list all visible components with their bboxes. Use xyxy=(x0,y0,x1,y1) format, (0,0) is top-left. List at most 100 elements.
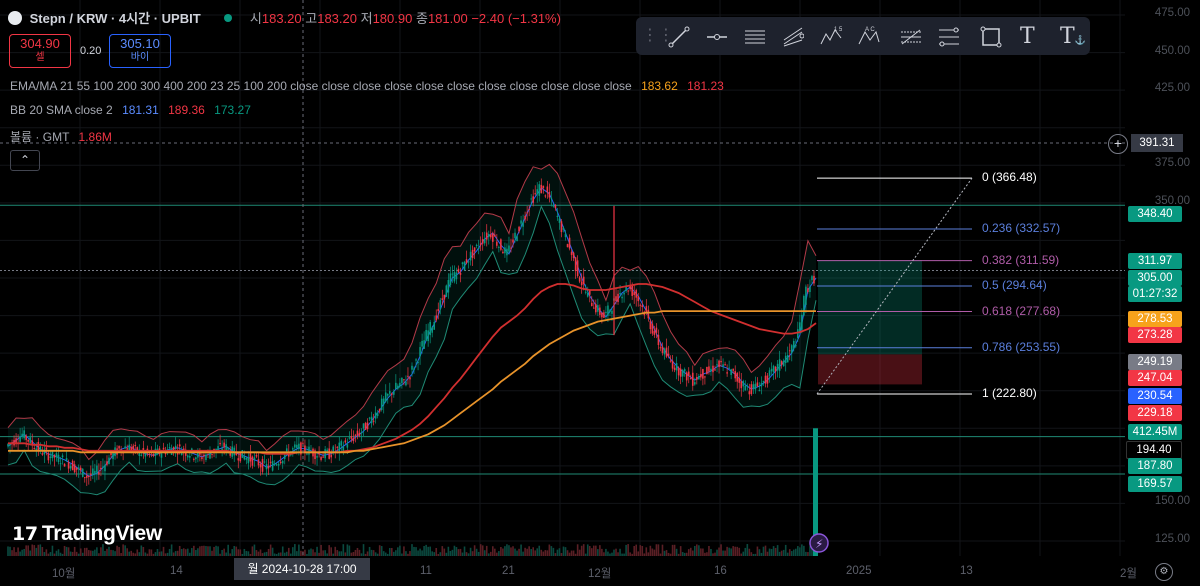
volume-bar xyxy=(403,546,405,556)
volume-bar xyxy=(71,551,74,556)
volume-bar xyxy=(483,550,486,556)
rectangle-icon[interactable] xyxy=(980,26,1002,48)
volume-bar xyxy=(542,551,545,556)
candle-body xyxy=(712,365,714,373)
candle-body xyxy=(572,252,575,259)
volume-bar xyxy=(366,551,369,556)
volume-bar xyxy=(90,550,92,556)
volume-bar xyxy=(393,551,395,556)
candle-body xyxy=(7,444,9,447)
candle-body xyxy=(346,444,349,448)
candle-body xyxy=(251,456,254,466)
candle-body xyxy=(508,245,510,252)
text-tool-icon[interactable]: T xyxy=(1020,24,1035,49)
candle-body xyxy=(25,435,27,441)
volume-bar xyxy=(679,546,682,556)
trend-line-icon[interactable] xyxy=(668,26,690,48)
collapse-legend-button[interactable]: ⌃ xyxy=(10,150,40,171)
pitchfork-icon[interactable] xyxy=(782,26,804,48)
volume-bar xyxy=(405,551,407,556)
volume-legend[interactable]: 볼륨 · GMT 1.86M xyxy=(10,128,112,145)
volume-bar xyxy=(776,545,779,556)
low-value: 180.90 xyxy=(372,11,413,26)
candle-body xyxy=(300,442,302,455)
parallel-channel-icon[interactable] xyxy=(744,26,766,48)
candle-body xyxy=(237,458,240,461)
candle-body xyxy=(627,290,629,292)
buy-button[interactable]: 305.10 바이 xyxy=(109,34,171,68)
candle-body xyxy=(704,376,706,378)
candle-body xyxy=(708,366,710,372)
candle-body xyxy=(358,432,361,436)
volume-bar xyxy=(191,548,193,556)
candle-body xyxy=(110,452,112,456)
volume-bar xyxy=(536,548,539,556)
volume-bar xyxy=(407,553,409,556)
candle-body xyxy=(641,305,644,308)
candle-body xyxy=(560,221,563,233)
time-axis-label: 16 xyxy=(714,565,727,577)
add-alert-icon[interactable]: + xyxy=(1108,134,1128,154)
volume-bar xyxy=(287,547,290,556)
candle-body xyxy=(659,347,662,349)
volume-bar xyxy=(805,551,807,556)
volume-bar xyxy=(689,547,692,556)
candle-body xyxy=(599,307,601,315)
lightning-icon[interactable] xyxy=(809,533,829,553)
horizontal-ray-icon[interactable] xyxy=(706,26,728,48)
candle-body xyxy=(304,445,306,452)
fib-retracement[interactable] xyxy=(816,177,973,395)
candle-body xyxy=(168,446,171,449)
volume-bar xyxy=(534,550,537,556)
volume-bar xyxy=(11,550,13,556)
volume-bar xyxy=(152,553,155,556)
candle-body xyxy=(395,382,397,390)
fib-channel-icon[interactable] xyxy=(900,26,922,48)
volume-bar xyxy=(384,552,387,556)
candle-body xyxy=(485,232,488,240)
volume-bar xyxy=(166,552,169,556)
candle-body xyxy=(92,468,94,476)
bb-legend[interactable]: BB 20 SMA close 2 181.31 189.36 173.27 xyxy=(10,103,251,117)
volume-bar xyxy=(710,548,712,556)
volume-bar xyxy=(613,549,615,556)
sell-button[interactable]: 304.90 셀 xyxy=(9,34,71,68)
volume-bar xyxy=(671,544,674,556)
stepn-logo-icon xyxy=(8,11,22,25)
candle-body xyxy=(388,391,391,394)
candle-body xyxy=(742,381,745,387)
fib-retracement-icon[interactable] xyxy=(938,26,960,48)
drag-handle-icon[interactable]: ⋮⋮ xyxy=(642,27,674,44)
candle-body xyxy=(431,327,433,333)
volume-bar xyxy=(316,546,318,556)
anchored-text-icon[interactable]: T⚓ xyxy=(1060,24,1086,49)
candle-body xyxy=(55,453,58,458)
elliott-wave-icon[interactable]: 1 5 xyxy=(820,26,842,48)
grid-lines xyxy=(0,0,1125,556)
volume-bar xyxy=(227,544,229,556)
position-tool[interactable] xyxy=(818,260,922,385)
volume-bar xyxy=(388,548,391,556)
candles xyxy=(7,178,815,487)
candle-body xyxy=(702,369,704,379)
volume-bar xyxy=(736,546,739,556)
symbol-title[interactable]: Stepn / KRW · 4시간 · UPBIT xyxy=(29,11,201,26)
time-axis-label: 2025 xyxy=(846,565,872,577)
ema-legend[interactable]: EMA/MA 21 55 100 200 300 400 200 23 25 1… xyxy=(10,79,724,93)
candle-body xyxy=(639,304,642,306)
volume-bar xyxy=(164,553,167,556)
candle-body xyxy=(209,453,211,459)
candle-body xyxy=(734,371,736,379)
candle-body xyxy=(633,292,635,295)
volume-bar xyxy=(595,545,597,556)
candle-body xyxy=(366,422,369,430)
candle-body xyxy=(302,442,304,444)
chart-settings-icon[interactable]: ⚙ xyxy=(1155,563,1173,581)
abc-pattern-icon[interactable]: A C xyxy=(858,26,880,48)
candle-body xyxy=(136,447,139,453)
candle-body xyxy=(546,186,549,193)
candle-body xyxy=(41,453,44,455)
candle-body xyxy=(451,273,454,275)
fib-level-label: 0.236 (332.57) xyxy=(982,221,1061,236)
